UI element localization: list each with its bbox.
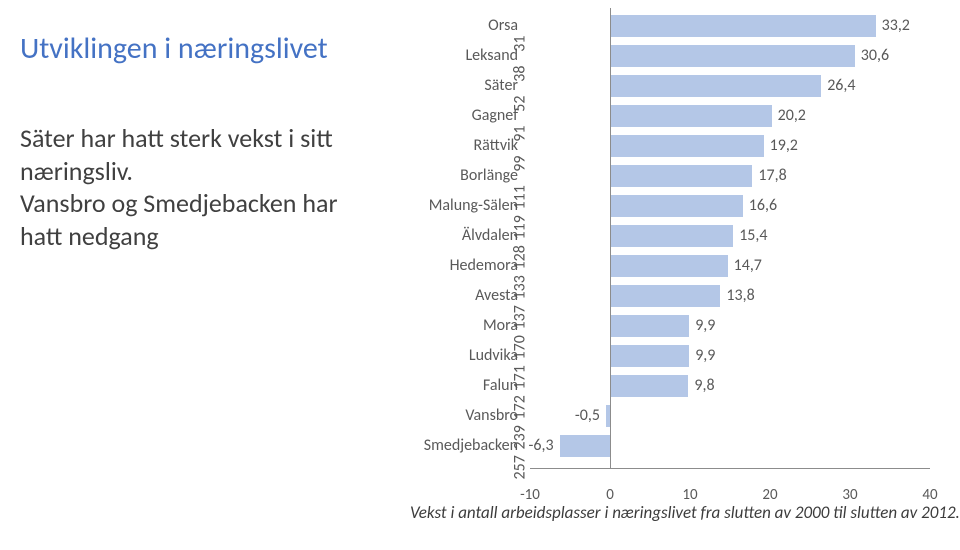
value-label: 33,2 [882,12,910,40]
category-label: Smedjebacken [378,432,518,460]
x-axis-line [530,468,930,469]
value-label: 16,6 [749,192,777,220]
bar-row: Mora1709,9 [530,312,930,340]
bar [610,315,689,337]
value-label: 9,9 [695,312,715,340]
category-label: Leksand [378,42,518,70]
category-label: Rättvik [378,132,518,160]
bar [610,375,688,397]
page-subtitle: Säter har hatt sterk vekst i sitt næring… [20,122,360,252]
category-label: Avesta [378,282,518,310]
bar [610,345,689,367]
bar-row: Rättvik9919,2 [530,132,930,160]
bar-row: Älvdalen12815,4 [530,222,930,250]
bar-row: Hedemora13314,7 [530,252,930,280]
bar-row: Gagnef9120,2 [530,102,930,130]
bar-row: Leksand3830,6 [530,42,930,70]
bar-row: Ludvika1719,9 [530,342,930,370]
chart-caption: Vekst i antall arbeidsplasser i næringsl… [410,503,960,523]
value-label: 15,4 [739,222,767,250]
category-label: Borlänge [378,162,518,190]
category-label: Gagnef [378,102,518,130]
page-title: Utviklingen i næringslivet [20,30,360,67]
bar [610,135,764,157]
bar [610,15,876,37]
category-label: Hedemora [378,252,518,280]
value-label: 14,7 [734,252,762,280]
bar-row: Falun1729,8 [530,372,930,400]
category-label: Vansbro [378,402,518,430]
value-label: 9,8 [694,372,714,400]
bar-row: Vansbro239-0,5 [530,402,930,430]
bar [610,225,733,247]
category-label: Säter [378,72,518,100]
category-label: Älvdalen [378,222,518,250]
bar-row: Malung-Sälen11916,6 [530,192,930,220]
category-label: Malung-Sälen [378,192,518,220]
value-label: 26,4 [827,72,855,100]
value-label: 9,9 [695,342,715,370]
bar-row: Smedjebacken257-6,3 [530,432,930,460]
value-label: 20,2 [778,102,806,130]
bar [560,435,610,457]
bar [610,285,720,307]
value-label: 13,8 [726,282,754,310]
bar-row: Borlänge11117,8 [530,162,930,190]
bar [610,165,752,187]
value-label: 19,2 [770,132,798,160]
value-label: 17,8 [758,162,786,190]
value-label: -6,3 [529,432,554,460]
value-label: -0,5 [575,402,600,430]
bar [610,45,855,67]
y-axis-line [610,8,611,468]
bar-row: Orsa3133,2 [530,12,930,40]
bar [610,255,728,277]
bar-row: Avesta13713,8 [530,282,930,310]
category-label: Mora [378,312,518,340]
category-label: Falun [378,372,518,400]
category-label: Ludvika [378,342,518,370]
bar [610,195,743,217]
bar-chart: Orsa3133,2Leksand3830,6Säter5226,4Gagnef… [380,8,945,538]
bar [610,75,821,97]
bar [610,105,772,127]
secondary-value: 257 [511,456,530,480]
bar-row: Säter5226,4 [530,72,930,100]
value-label: 30,6 [861,42,889,70]
category-label: Orsa [378,12,518,40]
